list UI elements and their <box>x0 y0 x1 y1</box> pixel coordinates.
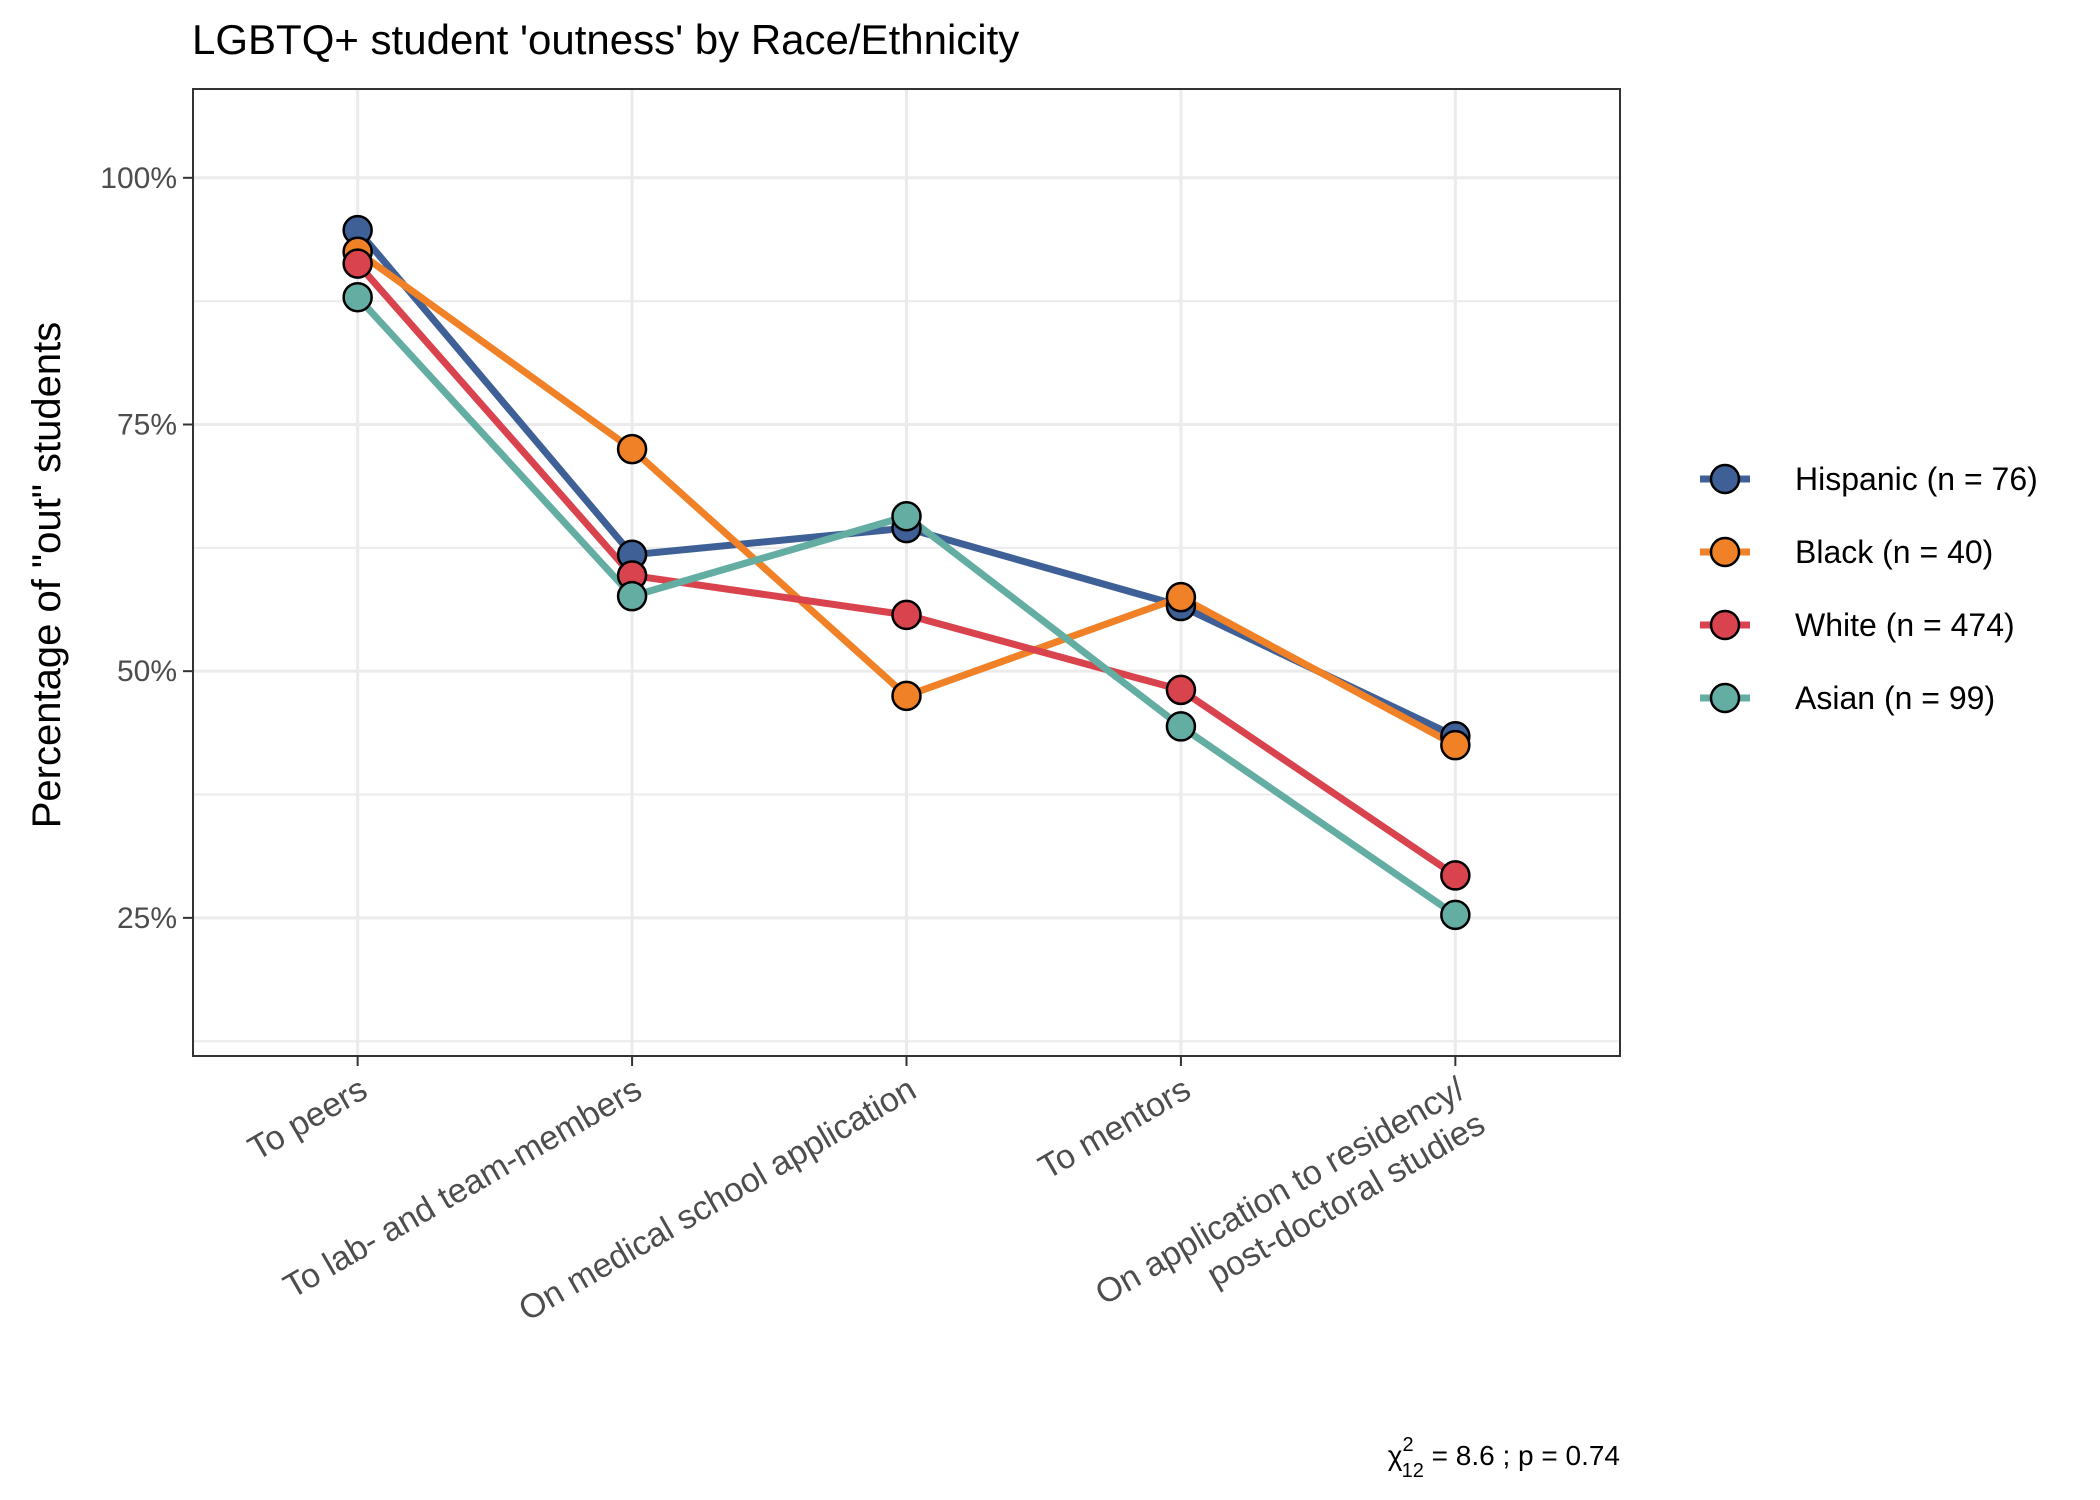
data-point <box>891 501 922 532</box>
legend-key-point <box>1709 536 1741 568</box>
x-tick-label: To mentors <box>1032 1070 1197 1187</box>
y-tick-label: 25% <box>117 902 177 935</box>
chi-superscript: 2 <box>1402 1434 1413 1456</box>
data-point <box>616 580 648 612</box>
data-point <box>1165 674 1197 706</box>
grid-lines <box>193 89 1620 1056</box>
data-point <box>1440 729 1471 761</box>
legend-key-point <box>1709 463 1741 495</box>
data-point <box>342 248 373 279</box>
chi-subscript: 12 <box>1402 1460 1424 1482</box>
x-tick-label-line: To peers <box>242 1070 374 1168</box>
y-axis-ticks: 25% 50% 75% 100% <box>100 162 193 935</box>
data-point <box>1165 581 1197 613</box>
chi-symbol: χ <box>1388 1440 1403 1471</box>
legend-key-point <box>1709 609 1741 641</box>
legend: Hispanic (n = 76) Black (n = 40) White (n … <box>1700 461 2038 716</box>
y-tick-label: 50% <box>117 655 177 688</box>
data-point <box>1165 711 1197 742</box>
legend-label: Asian (n = 99) <box>1795 680 1995 716</box>
data-point <box>891 680 922 712</box>
x-tick-label-line: To mentors <box>1032 1070 1197 1187</box>
legend-label: White (n = 474) <box>1795 607 2015 643</box>
legend-key-point <box>1709 682 1741 714</box>
legend-label: Black (n = 40) <box>1795 534 1993 570</box>
y-axis-label: Percentage of "out" students <box>25 322 69 829</box>
chart-title: LGBTQ+ student 'outness' by Race/Ethnici… <box>192 16 1019 63</box>
data-point <box>616 433 648 465</box>
series-points <box>342 214 1471 931</box>
legend-label: Hispanic (n = 76) <box>1795 461 2038 497</box>
x-tick-label: To peers <box>242 1070 374 1168</box>
data-point <box>1440 899 1471 931</box>
y-tick-label: 100% <box>100 162 177 195</box>
stat-values: = 8.6 ; p = 0.74 <box>1424 1440 1620 1471</box>
y-tick-label: 75% <box>117 408 177 441</box>
data-point <box>1440 860 1471 891</box>
stat-annotation: χ2 12 = 8.6 ; p = 0.74 <box>1388 1434 1620 1482</box>
data-point <box>342 281 373 313</box>
data-point <box>891 599 922 631</box>
